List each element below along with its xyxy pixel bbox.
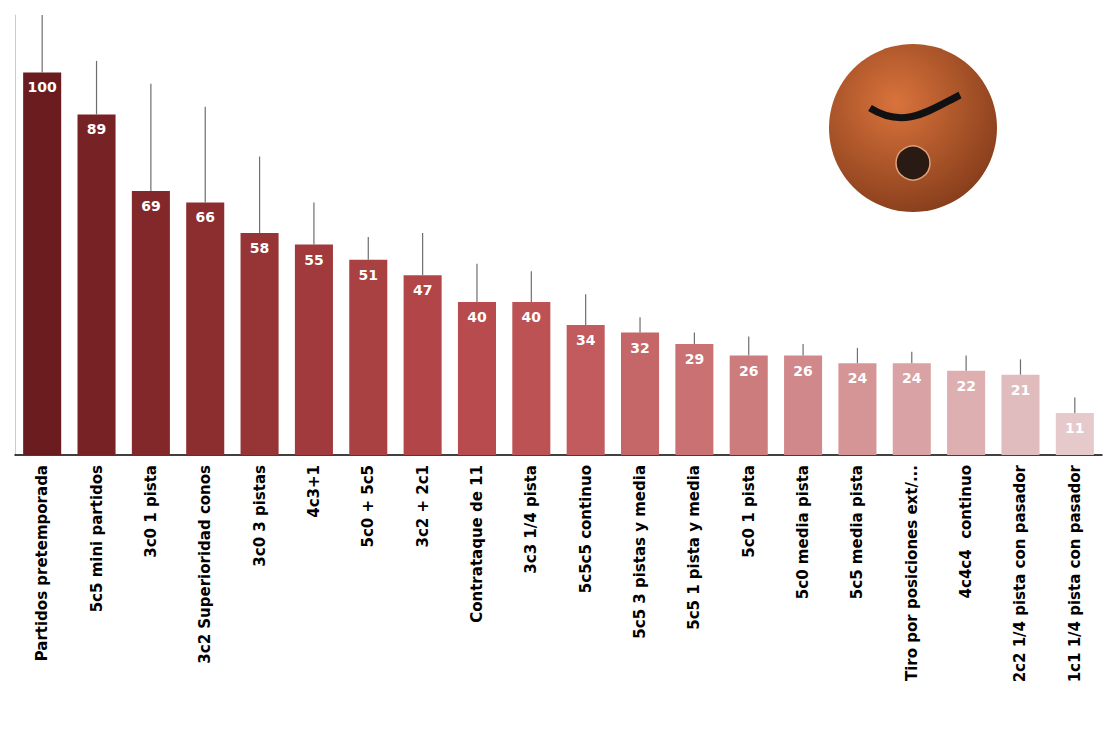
svg-text:34: 34 (576, 332, 596, 348)
svg-text:3c2 Superioridad conos: 3c2 Superioridad conos (196, 465, 214, 664)
svg-text:Tiro por posiciones ext/...: Tiro por posiciones ext/... (903, 465, 921, 681)
svg-text:89: 89 (87, 121, 106, 137)
svg-text:3c0 3 pistas: 3c0 3 pistas (251, 465, 269, 567)
svg-text:5c0 + 5c5: 5c0 + 5c5 (359, 465, 377, 548)
svg-text:21: 21 (1011, 382, 1030, 398)
svg-text:3c3 1/4 pista: 3c3 1/4 pista (522, 465, 540, 574)
svg-text:11: 11 (1065, 420, 1084, 436)
svg-text:Contrataque de 11: Contrataque de 11 (468, 465, 486, 623)
svg-text:40: 40 (522, 309, 542, 325)
svg-text:22: 22 (956, 378, 975, 394)
svg-text:3c0 1 pista: 3c0 1 pista (142, 465, 160, 558)
svg-text:Partidos pretemporada: Partidos pretemporada (33, 465, 51, 661)
svg-text:69: 69 (141, 198, 160, 214)
svg-text:5c5 1 pista y media: 5c5 1 pista y media (685, 465, 703, 630)
svg-text:5c5 mini partidos: 5c5 mini partidos (88, 465, 106, 612)
svg-text:2c2 1/4 pista con pasador: 2c2 1/4 pista con pasador (1011, 464, 1029, 682)
svg-text:5c0 1 pista: 5c0 1 pista (740, 465, 758, 558)
svg-text:1c1 1/4 pista con pasador: 1c1 1/4 pista con pasador (1066, 464, 1084, 682)
svg-text:24: 24 (848, 370, 868, 386)
svg-text:58: 58 (250, 240, 269, 256)
svg-text:40: 40 (467, 309, 487, 325)
svg-text:26: 26 (793, 363, 812, 379)
svg-text:5c5 3 pistas y media: 5c5 3 pistas y media (631, 465, 649, 639)
svg-text:32: 32 (630, 340, 649, 356)
svg-text:4c4c4 continuo: 4c4c4 continuo (957, 465, 975, 598)
svg-text:5c5 media pista: 5c5 media pista (848, 465, 866, 599)
svg-text:4c3+1: 4c3+1 (305, 465, 323, 518)
svg-text:55: 55 (304, 252, 323, 268)
svg-text:26: 26 (739, 363, 758, 379)
svg-text:100: 100 (28, 79, 57, 95)
svg-text:51: 51 (359, 267, 378, 283)
svg-text:29: 29 (685, 351, 704, 367)
svg-text:66: 66 (195, 209, 214, 225)
svg-text:47: 47 (413, 282, 432, 298)
svg-text:5c0 media pista: 5c0 media pista (794, 465, 812, 599)
svg-text:3c2 + 2c1: 3c2 + 2c1 (414, 465, 432, 548)
svg-text:5c5c5 continuo: 5c5c5 continuo (577, 465, 595, 593)
svg-text:24: 24 (902, 370, 922, 386)
